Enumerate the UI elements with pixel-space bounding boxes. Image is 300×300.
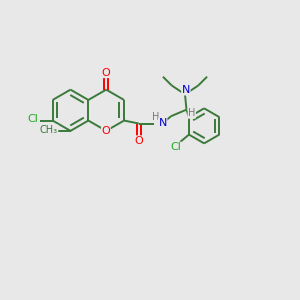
Text: O: O bbox=[101, 126, 110, 136]
Text: H: H bbox=[152, 112, 159, 122]
Text: O: O bbox=[102, 68, 111, 78]
Text: Cl: Cl bbox=[28, 114, 39, 124]
Text: N: N bbox=[182, 85, 190, 95]
Text: H: H bbox=[188, 108, 196, 118]
Text: Cl: Cl bbox=[171, 142, 182, 152]
Text: N: N bbox=[158, 118, 167, 128]
Text: CH₃: CH₃ bbox=[40, 125, 58, 135]
Text: O: O bbox=[134, 136, 143, 146]
